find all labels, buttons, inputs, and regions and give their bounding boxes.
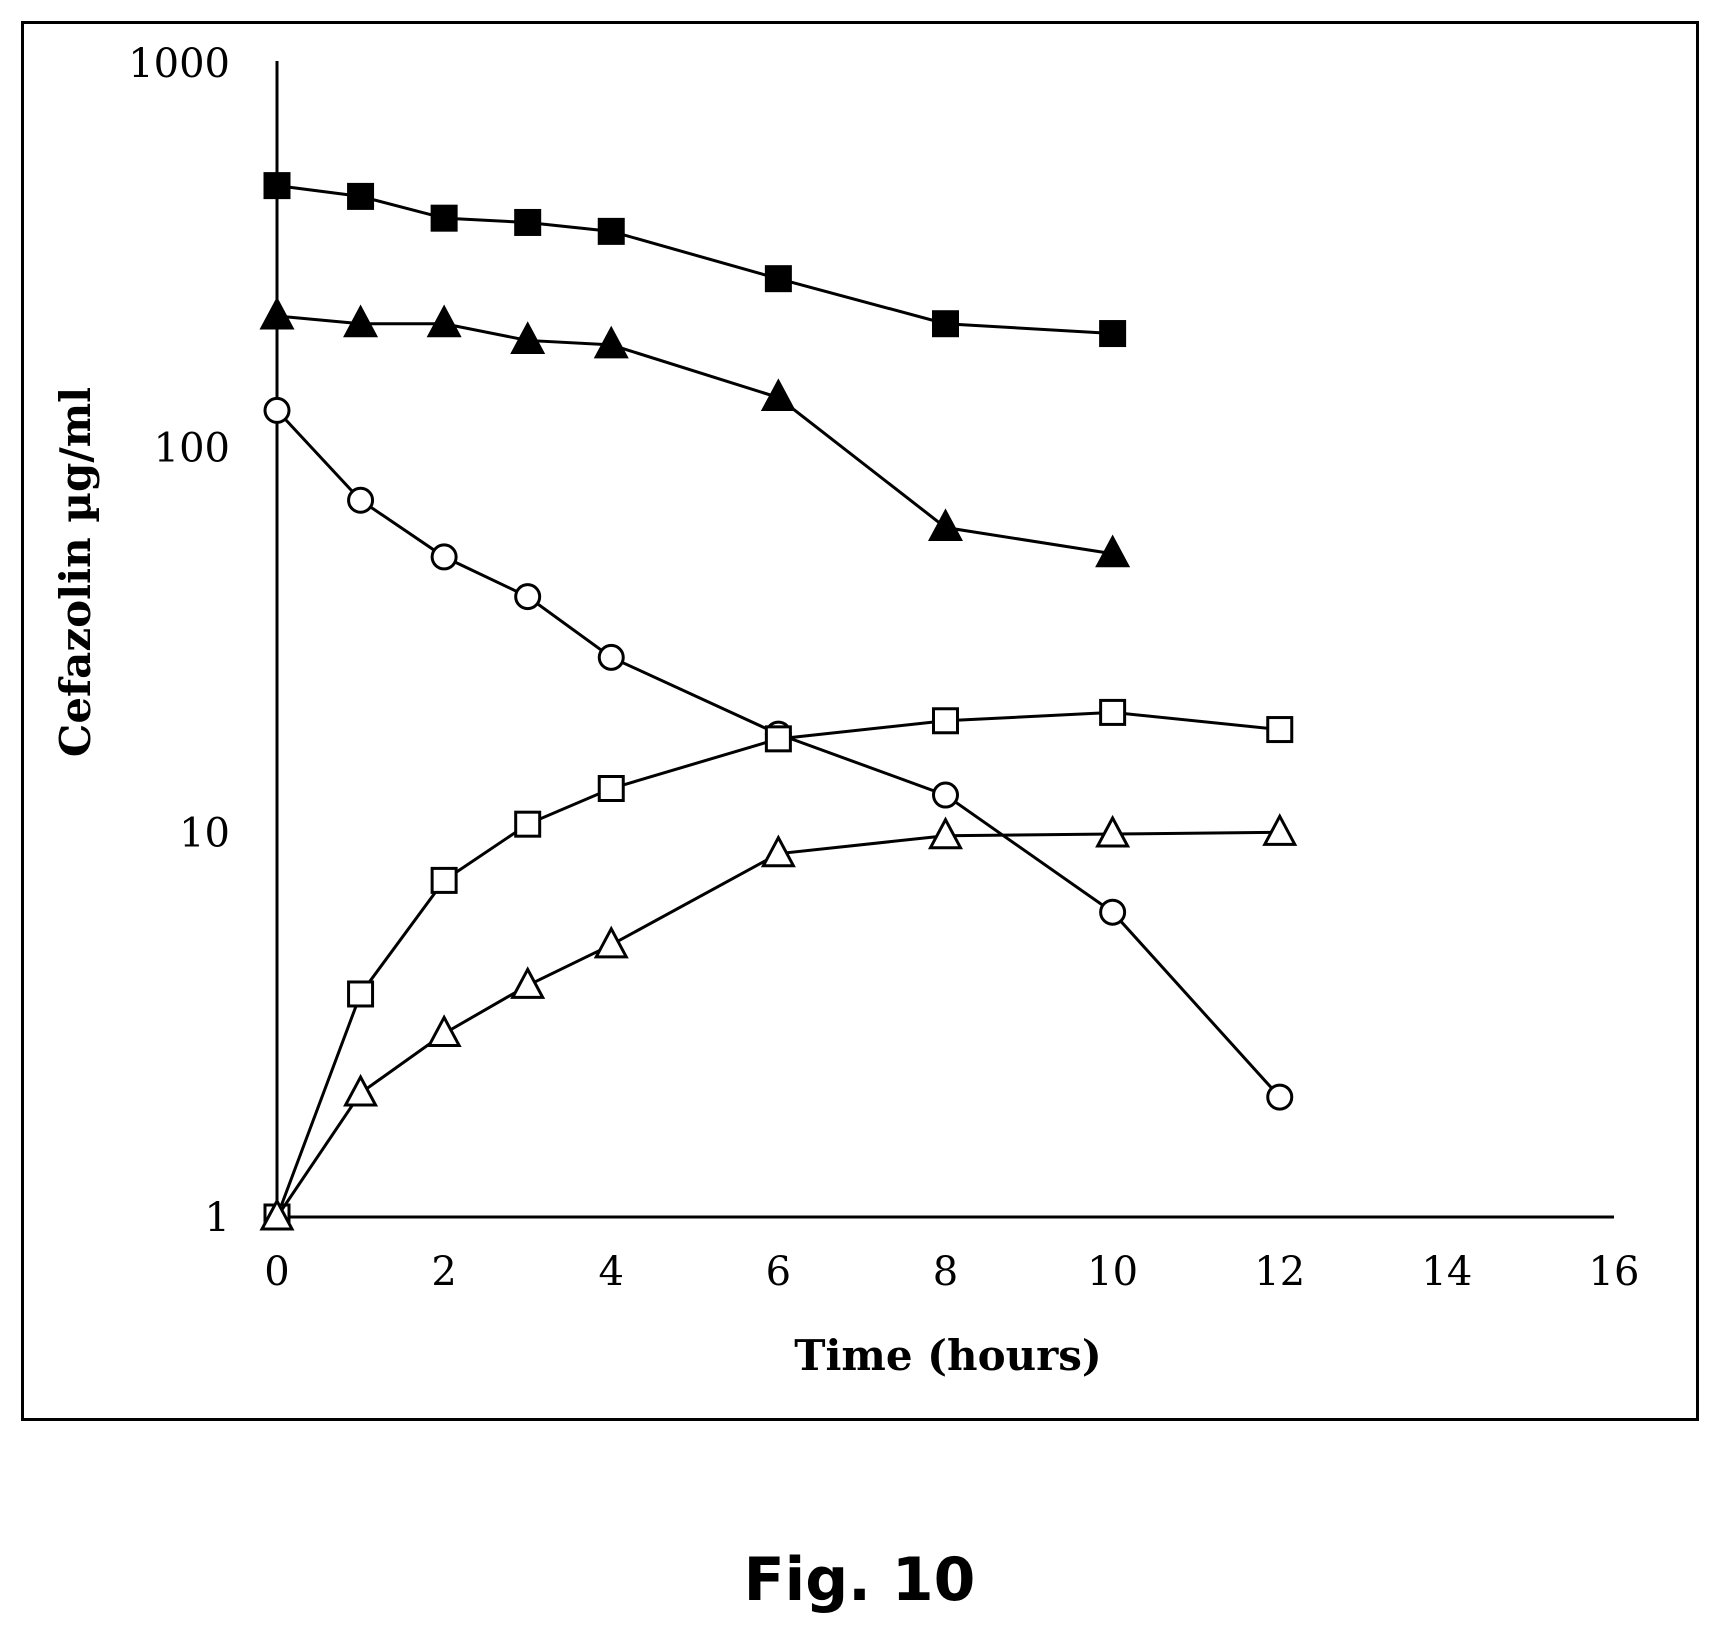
data-point-circle <box>932 781 959 809</box>
x-tick-label: 14 <box>1421 1249 1472 1295</box>
data-point-triangle <box>343 1073 379 1107</box>
x-tick-label: 0 <box>264 1249 289 1295</box>
y-axis-title: Cefazolin µg/ml <box>51 387 100 757</box>
data-point-triangle <box>1262 813 1298 846</box>
x-tick-label: 2 <box>431 1249 456 1295</box>
data-point-circle <box>514 583 542 611</box>
series-line <box>275 710 1280 1218</box>
series-line <box>275 409 1281 1099</box>
data-point-square <box>932 707 959 735</box>
data-point-triangle <box>259 1197 295 1231</box>
series-layer <box>259 172 1298 1231</box>
data-point-circle <box>1099 898 1127 926</box>
y-tick-label: 10 <box>179 810 230 856</box>
series-square-filled <box>263 172 1127 348</box>
data-point-triangle <box>927 816 964 850</box>
y-tick-label: 1000 <box>128 41 230 87</box>
figure-caption: Fig. 10 <box>743 1545 976 1615</box>
data-point-square <box>1266 716 1294 744</box>
data-point-square <box>597 775 625 803</box>
data-point-triangle <box>426 1014 462 1047</box>
data-point-square <box>514 810 542 838</box>
series-square-open <box>263 698 1294 1231</box>
x-tick-label: 12 <box>1254 1249 1305 1295</box>
data-point-triangle <box>343 304 379 338</box>
data-point-triangle <box>593 325 629 359</box>
y-tick-label: 100 <box>154 426 230 472</box>
data-point-triangle <box>426 304 462 338</box>
data-point-triangle <box>259 296 295 330</box>
x-axis-title: Time (hours) <box>794 1331 1102 1380</box>
data-point-triangle <box>760 378 796 412</box>
data-point-square <box>764 725 792 753</box>
y-tick-label: 1 <box>205 1195 230 1241</box>
data-point-triangle <box>927 508 964 542</box>
data-point-triangle <box>593 925 629 959</box>
data-point-triangle <box>510 321 546 354</box>
data-point-square <box>1099 320 1127 348</box>
data-point-square <box>430 204 458 232</box>
data-point-square <box>1099 698 1127 726</box>
x-tick-label: 16 <box>1589 1249 1640 1295</box>
data-point-circle <box>263 396 291 424</box>
data-point-circle <box>1266 1083 1294 1111</box>
x-tick-label: 4 <box>599 1249 624 1295</box>
data-point-square <box>347 980 375 1008</box>
figure-frame <box>21 21 1699 1421</box>
data-point-square <box>932 310 959 338</box>
data-point-triangle <box>510 966 546 999</box>
series-line <box>276 314 1113 556</box>
data-point-circle <box>597 643 625 671</box>
series-triangle-open <box>259 813 1298 1231</box>
data-point-square <box>347 182 375 210</box>
x-tick-label: 10 <box>1087 1249 1138 1295</box>
series-line <box>275 830 1280 1218</box>
series-triangle-filled <box>259 296 1131 568</box>
series-line <box>276 184 1113 336</box>
data-point-triangle <box>1095 814 1131 848</box>
series-circle-open <box>263 396 1294 1111</box>
data-point-square <box>430 866 458 894</box>
data-point-square <box>263 172 291 200</box>
x-tick-label: 6 <box>766 1249 791 1295</box>
data-point-circle <box>430 543 458 571</box>
data-point-square <box>764 265 792 293</box>
data-point-square <box>597 217 625 245</box>
x-tick-label: 8 <box>933 1249 958 1295</box>
data-point-circle <box>347 486 375 514</box>
axes: 0 2 4 6 8 10 12 14 16 1 10 100 1000 <box>128 41 1639 1295</box>
data-point-triangle <box>1095 534 1131 568</box>
data-point-square <box>514 208 542 236</box>
data-point-triangle <box>760 834 796 868</box>
